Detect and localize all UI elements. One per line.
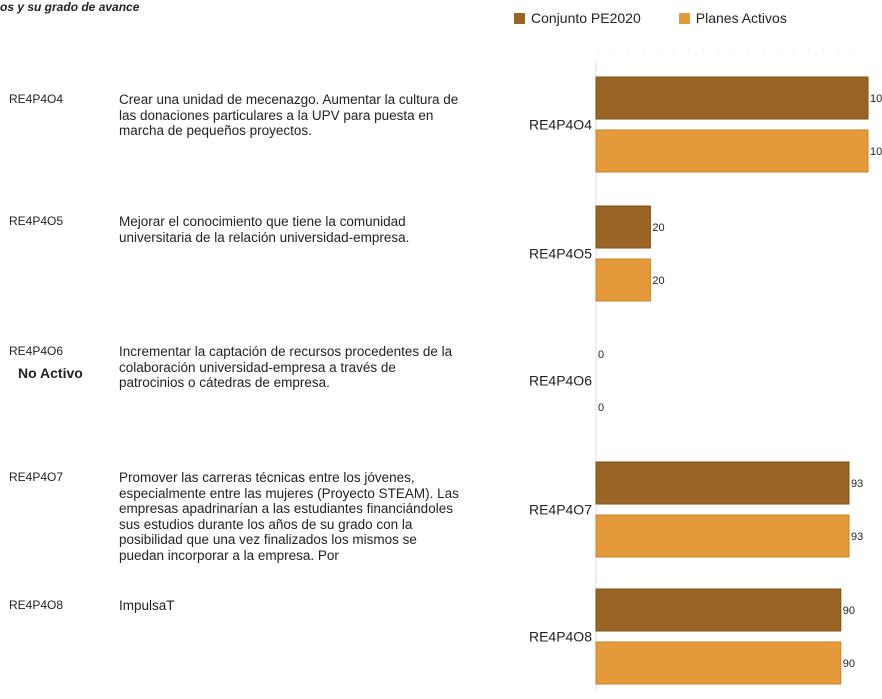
objective-code: RE4P4O4 xyxy=(9,92,64,106)
legend-swatch-series-1 xyxy=(514,12,525,24)
objective-code: RE4P4O7 xyxy=(9,470,64,484)
data-label: 93 xyxy=(851,478,863,490)
objective-code: RE4P4O5 xyxy=(9,214,64,228)
legend-label-series-2: Planes Activos xyxy=(695,10,787,26)
bar-series-2 xyxy=(595,514,850,558)
data-label: 10 xyxy=(870,146,882,158)
legend-label-series-1: Conjunto PE2020 xyxy=(531,10,641,26)
objective-row: RE4P4O4 Crear una unidad de mecenazgo. A… xyxy=(0,92,470,152)
objective-description: Incrementar la captación de recursos pro… xyxy=(119,344,453,390)
objective-description: ImpulsaT xyxy=(119,598,175,613)
objective-code: RE4P4O6 xyxy=(9,344,64,358)
data-label: 20 xyxy=(652,275,664,287)
category-label: RE4P4O6 xyxy=(529,373,592,389)
objective-row: RE4P4O8 ImpulsaT xyxy=(0,598,470,618)
status-badge: No Activo xyxy=(18,365,83,381)
bar-series-1 xyxy=(595,461,850,505)
category-label: RE4P4O5 xyxy=(529,246,592,262)
legend-swatch-series-2 xyxy=(678,12,690,24)
objective-description: Mejorar el conocimiento que tiene la com… xyxy=(119,214,410,245)
bar-series-2 xyxy=(595,258,651,302)
bar-series-1 xyxy=(595,588,842,632)
legend-item-series-1: Conjunto PE2020 xyxy=(514,10,641,26)
objective-description: Promover las carreras técnicas entre los… xyxy=(119,470,459,563)
data-label: 90 xyxy=(843,605,855,617)
category-label: RE4P4O4 xyxy=(529,117,592,133)
page-title: os y su grado de avance xyxy=(0,0,140,14)
bar-series-1 xyxy=(595,76,869,120)
bar-series-1 xyxy=(595,205,651,249)
data-label: 90 xyxy=(843,658,855,670)
category-label: RE4P4O7 xyxy=(529,502,592,518)
category-label: RE4P4O8 xyxy=(529,629,592,645)
bar-series-2 xyxy=(595,641,842,685)
objective-description: Crear una unidad de mecenazgo. Aumentar … xyxy=(119,92,459,138)
objective-row: RE4P4O7 Promover las carreras técnicas e… xyxy=(0,470,470,590)
data-label: 10 xyxy=(870,93,882,105)
objective-row: RE4P4O6 No Activo Incrementar la captaci… xyxy=(0,344,470,404)
legend-item-series-2: Planes Activos xyxy=(678,10,787,26)
data-label: 93 xyxy=(851,531,863,543)
objective-code: RE4P4O8 xyxy=(9,598,64,612)
objective-row: RE4P4O5 Mejorar el conocimiento que tien… xyxy=(0,214,470,264)
chart-legend: Conjunto PE2020 Planes Activos xyxy=(514,10,787,26)
data-label: 20 xyxy=(652,222,664,234)
data-label: 0 xyxy=(598,402,604,414)
bar-series-2 xyxy=(595,129,869,173)
data-label: 0 xyxy=(598,349,604,361)
